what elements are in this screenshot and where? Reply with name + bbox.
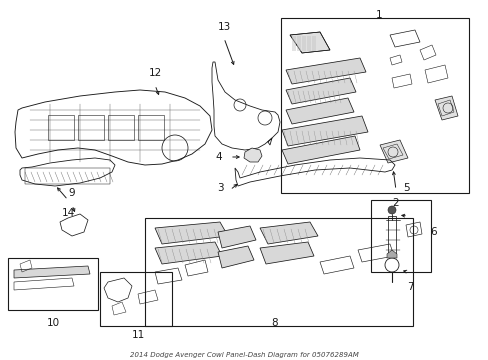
Polygon shape [155,242,222,264]
Bar [281,18,468,193]
Text: 1: 1 [375,10,382,20]
Bar [108,115,134,140]
Polygon shape [14,266,90,278]
Bar [138,115,163,140]
Polygon shape [302,36,305,51]
Bar [8,258,98,310]
Polygon shape [386,250,396,258]
Text: 2014 Dodge Avenger Cowl Panel-Dash Diagram for 05076289AM: 2014 Dodge Avenger Cowl Panel-Dash Diagr… [130,352,358,358]
Polygon shape [285,78,355,104]
Polygon shape [291,36,295,51]
Circle shape [387,206,395,214]
Polygon shape [282,136,359,164]
Polygon shape [282,116,367,146]
Bar [387,216,395,256]
Text: 2: 2 [392,198,399,208]
Polygon shape [260,222,317,244]
Bar [100,272,172,326]
Polygon shape [285,98,353,124]
Bar [78,115,104,140]
Polygon shape [285,58,365,84]
Text: 3: 3 [217,183,224,193]
Bar [48,115,74,140]
Polygon shape [289,32,329,53]
Text: 11: 11 [131,330,144,340]
Polygon shape [296,36,301,51]
Polygon shape [218,226,256,248]
Polygon shape [306,36,310,51]
Polygon shape [218,246,253,268]
Text: 5: 5 [402,183,408,193]
Polygon shape [260,242,313,264]
Text: 4: 4 [215,152,222,162]
Polygon shape [244,148,262,162]
Text: 14: 14 [61,208,75,218]
Text: 6: 6 [429,227,436,237]
Text: 7: 7 [406,282,412,292]
Polygon shape [379,140,407,163]
Polygon shape [155,222,227,244]
Text: 13: 13 [217,22,230,32]
Polygon shape [311,36,315,51]
Polygon shape [434,96,457,120]
Bar [25,168,110,184]
Bar [370,200,430,272]
Text: 10: 10 [46,318,60,328]
Text: 8: 8 [271,318,278,328]
Bar [145,218,412,326]
Text: 9: 9 [68,188,75,198]
Text: 12: 12 [148,68,162,78]
